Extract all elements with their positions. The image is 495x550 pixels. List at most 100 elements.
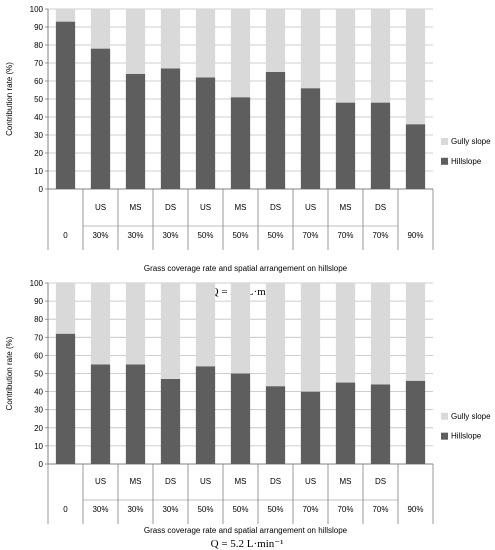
y-tick-label: 20 <box>34 424 43 433</box>
x-category-coverage: 0 <box>63 231 68 240</box>
bar-gully-slope <box>90 283 111 365</box>
x-category-coverage: 30% <box>92 231 108 240</box>
bar-hillslope <box>230 97 251 189</box>
x-category-coverage: 50% <box>267 231 283 240</box>
x-category-position: DS <box>165 203 176 212</box>
bar-hillslope <box>160 378 181 464</box>
y-tick-label: 40 <box>34 113 43 122</box>
bar-gully-slope <box>405 283 426 381</box>
bar-hillslope <box>300 88 321 189</box>
bar-gully-slope <box>195 283 216 367</box>
legend-label-gully-slope: Gully slope <box>451 412 491 421</box>
x-category-coverage: 30% <box>127 505 143 514</box>
bar-hillslope <box>195 77 216 189</box>
legend-swatch-hillslope <box>441 157 448 165</box>
x-category-position: US <box>200 203 211 212</box>
category-table <box>47 189 434 250</box>
x-category-position: MS <box>130 203 142 212</box>
bar-hillslope <box>405 380 426 464</box>
x-category-position: MS <box>340 477 352 486</box>
x-category-coverage: 30% <box>92 505 108 514</box>
bar-hillslope <box>370 384 391 464</box>
bar-gully-slope <box>90 9 111 49</box>
x-category-position: US <box>95 203 106 212</box>
y-tick-label: 0 <box>39 460 44 469</box>
bar-gully-slope <box>335 283 356 383</box>
bar-gully-slope <box>300 283 321 392</box>
bar-gully-slope <box>265 9 286 72</box>
legend: Gully slope Hillslope <box>441 137 491 166</box>
y-axis-label: Contribution rate (%) <box>5 336 14 410</box>
bar-hillslope <box>90 48 111 189</box>
bar-hillslope <box>335 102 356 189</box>
bar-gully-slope <box>370 9 391 103</box>
bar-gully-slope <box>230 283 251 374</box>
x-category-coverage: 50% <box>232 505 248 514</box>
bar-hillslope <box>195 366 216 464</box>
y-tick-label: 100 <box>30 279 44 288</box>
x-category-position: DS <box>270 203 281 212</box>
y-tick-label: 90 <box>34 23 43 32</box>
x-category-coverage: 70% <box>372 231 388 240</box>
x-category-position: US <box>95 477 106 486</box>
bar-gully-slope <box>335 9 356 103</box>
y-tick-label: 60 <box>34 351 43 360</box>
legend-label-hillslope: Hillslope <box>451 157 482 166</box>
y-tick-label: 70 <box>34 59 43 68</box>
bar-gully-slope <box>370 283 391 385</box>
bar-gully-slope <box>160 283 181 379</box>
x-category-position: MS <box>340 203 352 212</box>
legend-label-gully-slope: Gully slope <box>451 137 491 146</box>
y-tick-label: 40 <box>34 388 43 397</box>
bar-hillslope <box>55 333 76 464</box>
y-tick-label: 50 <box>34 370 43 379</box>
chart-1: 0 10 20 30 40 50 60 70 80 90 100 Contribution rate … <box>5 5 491 298</box>
bar-hillslope <box>265 386 286 464</box>
x-category-position: MS <box>130 477 142 486</box>
x-category-position: DS <box>270 477 281 486</box>
x-category-coverage: 70% <box>372 505 388 514</box>
y-tick-label: 100 <box>30 5 44 14</box>
chart-2: 0 10 20 30 40 50 60 70 80 90 100 Contribution rate … <box>5 279 491 550</box>
bar-gully-slope <box>125 283 146 365</box>
flow-rate-caption: Q = 5.2 L·min⁻¹ <box>211 538 284 550</box>
bar-hillslope <box>335 382 356 464</box>
bar-gully-slope <box>160 9 181 69</box>
x-category-position: DS <box>165 477 176 486</box>
bar-hillslope <box>230 373 251 464</box>
x-category-coverage: 0 <box>63 505 68 514</box>
y-tick-label: 20 <box>34 149 43 158</box>
bar-gully-slope <box>125 9 146 74</box>
legend-label-hillslope: Hillslope <box>451 432 482 441</box>
y-tick-label: 60 <box>34 77 43 86</box>
bar-gully-slope <box>55 9 76 22</box>
bar-hillslope <box>405 124 426 189</box>
bar-gully-slope <box>405 9 426 125</box>
y-tick-label: 30 <box>34 406 43 415</box>
x-category-position: DS <box>375 477 386 486</box>
y-tick-label: 90 <box>34 297 43 306</box>
y-tick-label: 30 <box>34 131 43 140</box>
y-tick-label: 50 <box>34 95 43 104</box>
x-category-coverage: 90% <box>407 505 423 514</box>
bar-gully-slope <box>230 9 251 98</box>
bar-hillslope <box>265 72 286 189</box>
bar-gully-slope <box>195 9 216 78</box>
x-category-coverage: 50% <box>232 231 248 240</box>
bar-hillslope <box>160 68 181 189</box>
x-axis-label: Grass coverage rate and spatial arrangem… <box>144 264 348 273</box>
y-tick-label: 80 <box>34 41 43 50</box>
bar-gully-slope <box>55 283 76 334</box>
y-tick-label: 10 <box>34 167 43 176</box>
bar-hillslope <box>370 102 391 189</box>
legend-swatch-hillslope <box>441 432 448 440</box>
x-axis-label: Grass coverage rate and spatial arrangem… <box>144 526 348 535</box>
x-category-coverage: 50% <box>267 505 283 514</box>
x-category-position: MS <box>235 203 247 212</box>
category-table <box>47 464 434 524</box>
x-category-position: US <box>305 203 316 212</box>
x-category-coverage: 70% <box>302 231 318 240</box>
y-axis-label: Contribution rate (%) <box>5 62 14 136</box>
bar-hillslope <box>300 391 321 464</box>
